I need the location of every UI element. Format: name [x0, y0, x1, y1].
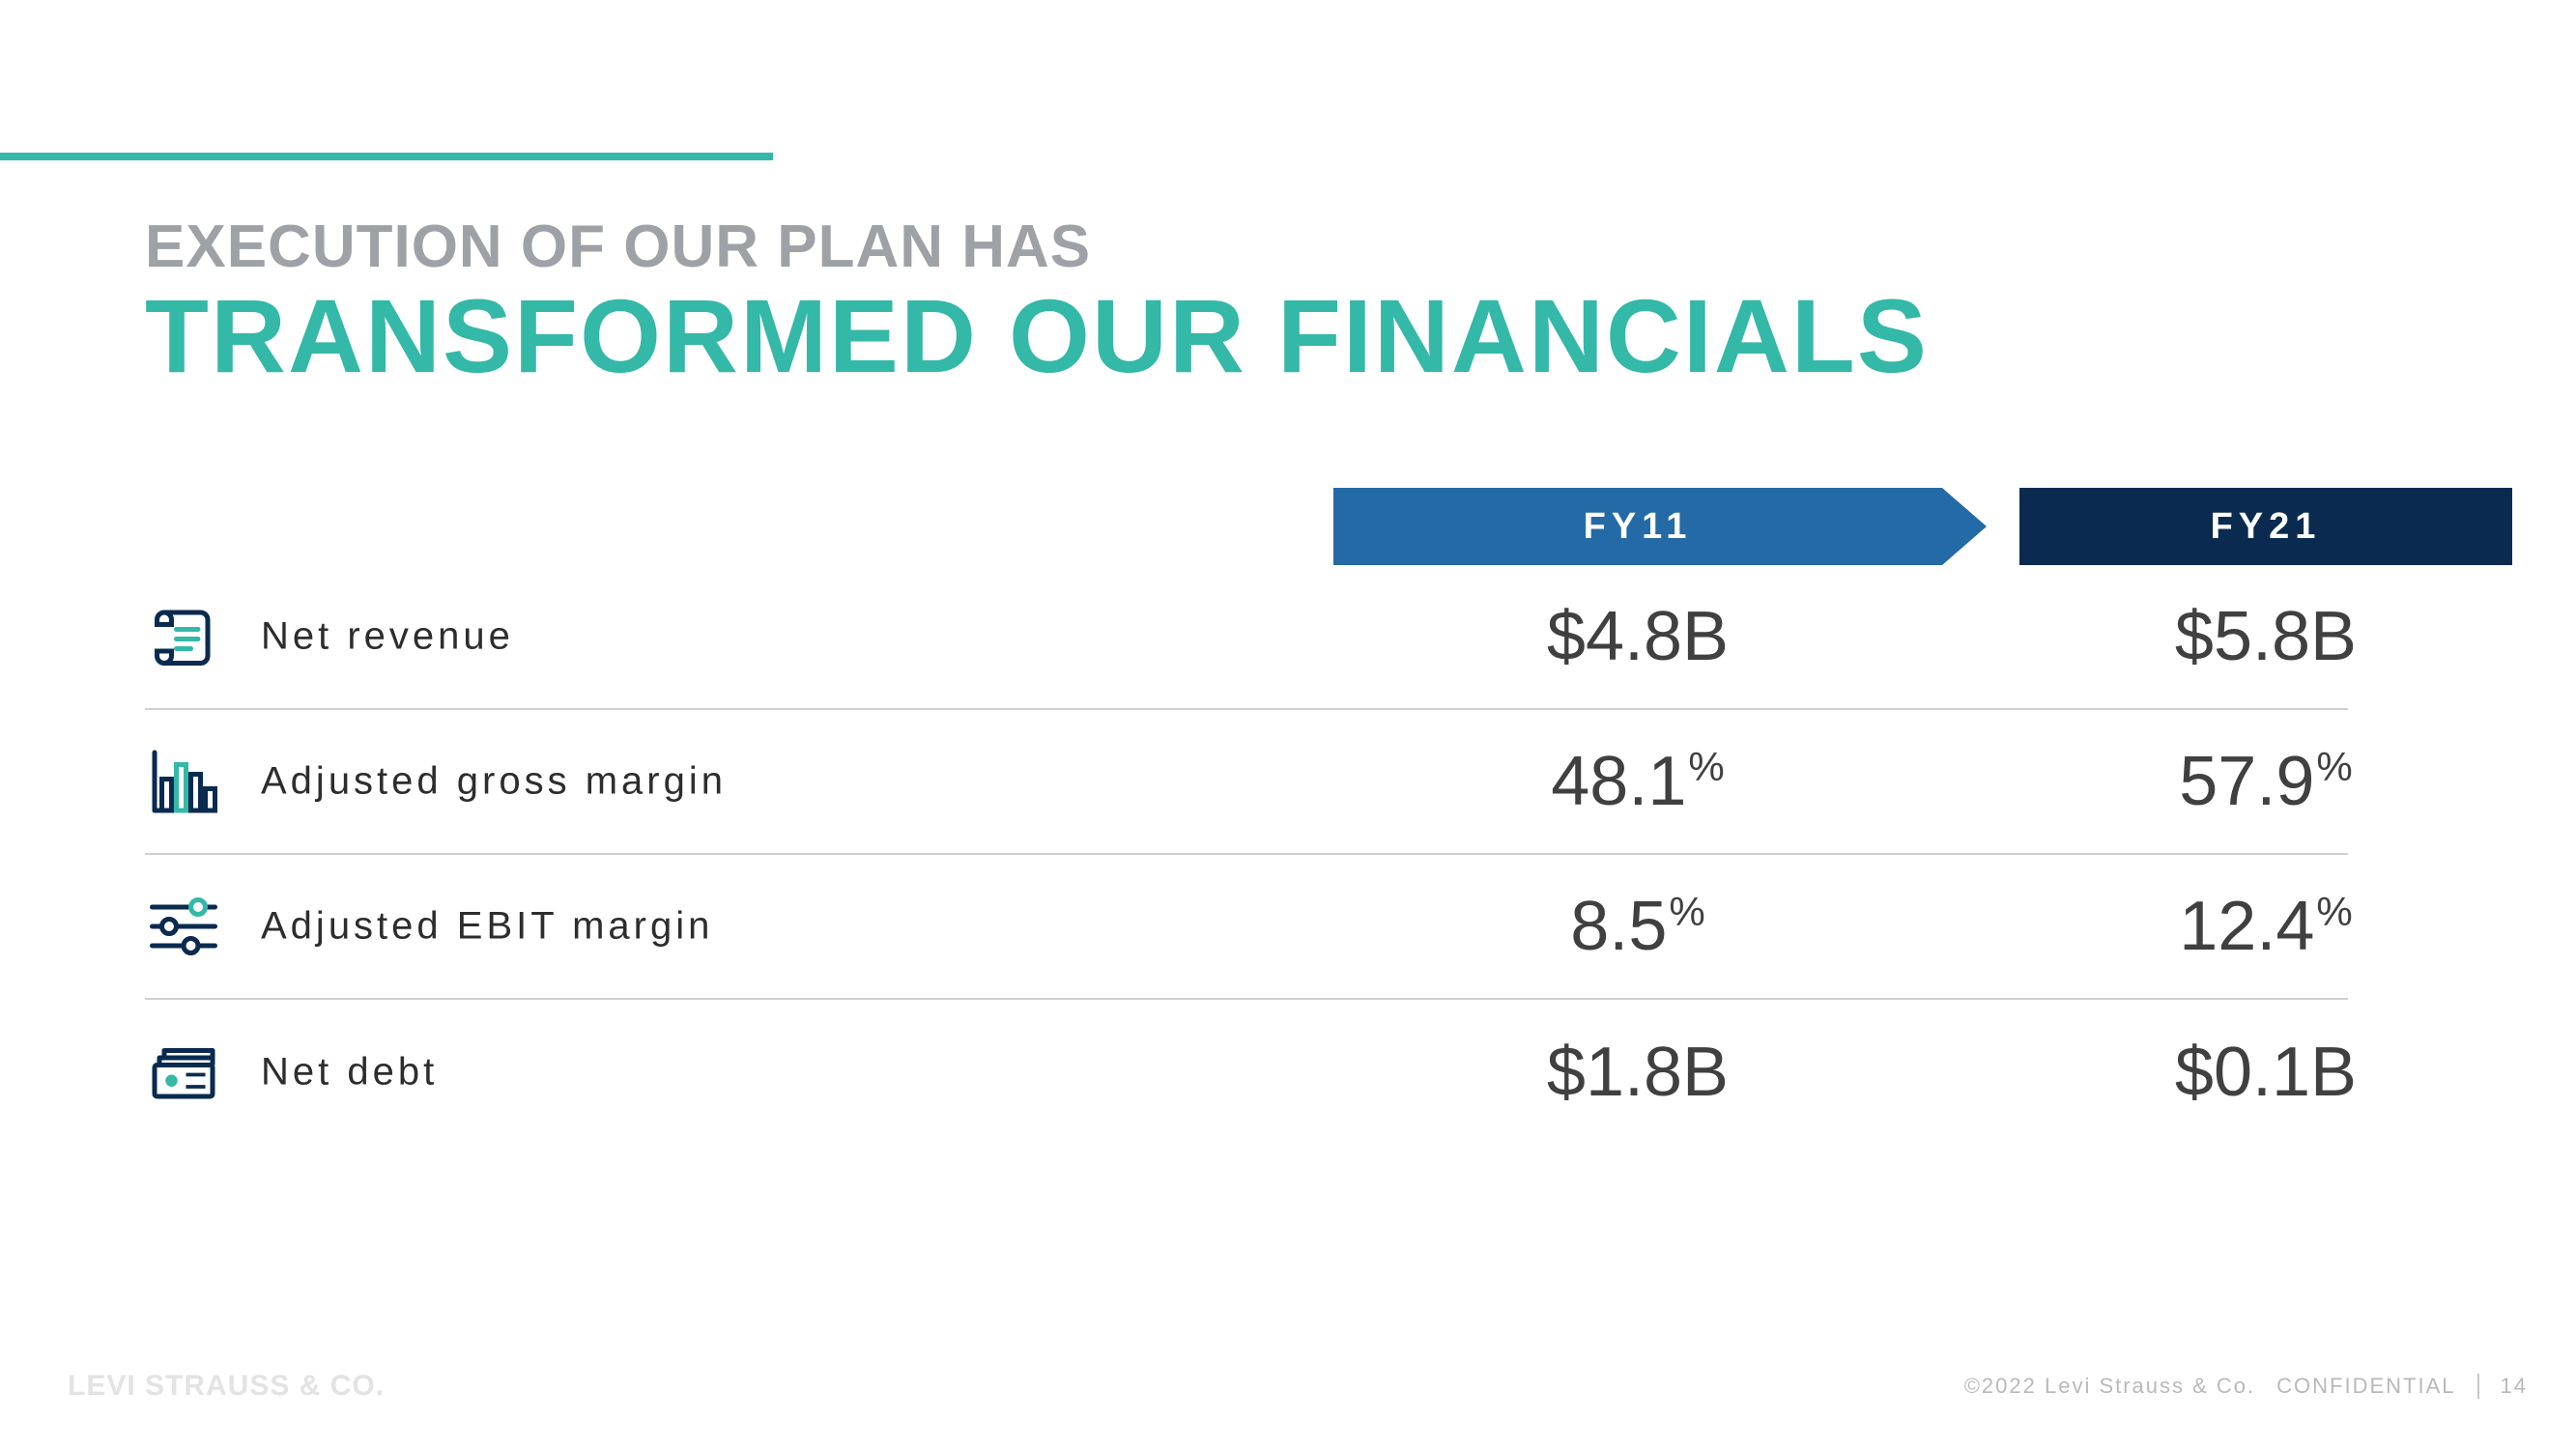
table-row: Adjusted EBIT margin 8.5% 12.4%	[145, 855, 2348, 1000]
percent-unit: %	[1688, 744, 1724, 789]
cell-fy11: $4.8B	[1333, 597, 1942, 676]
cash-icon	[145, 1034, 222, 1111]
column-header-a: FY11	[1333, 488, 1942, 565]
table-row: Net debt $1.8B $0.1B	[145, 1000, 2348, 1145]
value: 57.9	[2179, 743, 2314, 820]
table-row: Adjusted gross margin 48.1% 57.9%	[145, 710, 2348, 855]
footer-copyright: ©2022 Levi Strauss & Co.	[1964, 1374, 2255, 1399]
scroll-icon	[145, 598, 222, 675]
row-label: Net revenue	[261, 615, 514, 659]
accent-rule	[0, 153, 773, 160]
percent-unit: %	[1669, 889, 1704, 934]
percent-unit: %	[2316, 744, 2352, 789]
footer-logo: LEVI STRAUSS & CO.	[68, 1370, 385, 1403]
slide: EXECUTION OF OUR PLAN HAS TRANSFORMED OU…	[0, 0, 2576, 1449]
bar-chart-icon	[145, 743, 222, 820]
value: 48.1	[1551, 743, 1686, 820]
cell-fy21: 57.9%	[2019, 742, 2512, 821]
cell-fy21: 12.4%	[2019, 887, 2512, 966]
footer-page-number: 14	[2501, 1374, 2528, 1399]
cell-fy21: $0.1B	[2019, 1033, 2512, 1112]
table-header: FY11 FY21	[145, 488, 2348, 565]
percent-unit: %	[2316, 889, 2352, 934]
row-label: Net debt	[261, 1051, 438, 1094]
slide-heading: EXECUTION OF OUR PLAN HAS TRANSFORMED OU…	[145, 213, 1929, 396]
cell-fy11: $1.8B	[1333, 1033, 1942, 1112]
cell-fy11: 8.5%	[1333, 887, 1942, 966]
heading-line1: EXECUTION OF OUR PLAN HAS	[145, 213, 1929, 281]
value: 12.4	[2179, 888, 2314, 965]
cell-fy21: $5.8B	[2019, 597, 2512, 676]
financials-table: FY11 FY21 Net reve	[145, 488, 2348, 1145]
row-label: Adjusted gross margin	[261, 760, 727, 804]
value: 8.5	[1570, 888, 1667, 965]
slide-footer: LEVI STRAUSS & CO. ©2022 Levi Strauss & …	[0, 1364, 2576, 1403]
footer-separator	[2477, 1374, 2479, 1399]
column-header-b: FY21	[2019, 488, 2512, 565]
cell-fy11: 48.1%	[1333, 742, 1942, 821]
row-label: Adjusted EBIT margin	[261, 905, 713, 949]
header-arrow-icon	[1942, 488, 1987, 565]
footer-right: ©2022 Levi Strauss & Co. CONFIDENTIAL 14	[1964, 1374, 2528, 1399]
sliders-icon	[145, 888, 222, 965]
footer-confidential: CONFIDENTIAL	[2276, 1374, 2455, 1399]
table-row: Net revenue $4.8B $5.8B	[145, 565, 2348, 710]
heading-line2: TRANSFORMED OUR FINANCIALS	[145, 275, 1929, 396]
